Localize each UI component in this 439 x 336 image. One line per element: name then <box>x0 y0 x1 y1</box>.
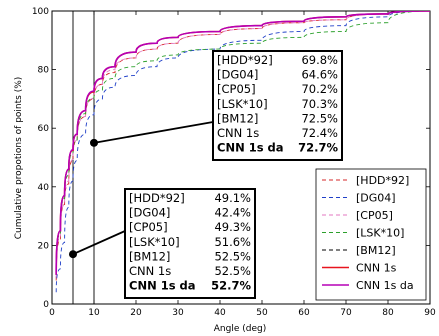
y-tick-label: 80 <box>38 66 50 76</box>
annotation-value: 51.6% <box>214 235 251 249</box>
legend: [HDD*92] [DG04] [CP05] [LSK*10] [BM12] CNN 1s… <box>315 168 427 301</box>
x-tick-label: 70 <box>340 308 352 318</box>
legend-label: [HDD*92] <box>356 174 409 187</box>
annotation-2: [HDD*92] 49.1% [DG04] 42.4% [CP05] 49.3% [LSK*… <box>69 188 256 299</box>
annotation-value: 70.3% <box>301 97 338 111</box>
annotation-label: [HDD*92] <box>217 53 273 67</box>
annotation-marker <box>69 250 77 259</box>
annotation-label: [LSK*10] <box>129 235 180 249</box>
annotation-box <box>212 50 343 161</box>
y-axis-label: Cumulative propotions of points (%) <box>14 77 24 240</box>
annotation-value: 64.6% <box>301 68 338 82</box>
annotation-label: CNN 1s <box>217 126 259 140</box>
annotation-label: CNN 1s da <box>217 141 284 155</box>
annotation-value: 70.2% <box>301 82 338 96</box>
x-tick-label: 10 <box>88 308 100 318</box>
annotation-label: [LSK*10] <box>217 97 268 111</box>
x-ticks: 0 10 20 30 40 50 60 70 80 90 <box>49 11 436 318</box>
annotation-value: 69.8% <box>301 53 338 67</box>
legend-label: CNN 1s da <box>356 279 414 292</box>
annotation-label: CNN 1s <box>129 264 171 278</box>
annotation-label: CNN 1s da <box>129 279 196 293</box>
y-tick-label: 100 <box>32 7 49 17</box>
legend-label: [BM12] <box>356 244 396 257</box>
annotation-value: 72.4% <box>301 126 338 140</box>
series-line-cnn-1s-da <box>55 11 430 275</box>
y-tick-label: 20 <box>38 241 50 251</box>
x-tick-label: 60 <box>298 308 310 318</box>
x-tick-label: 50 <box>256 308 268 318</box>
annotation-value: 52.7% <box>211 279 251 293</box>
x-tick-label: 90 <box>424 308 436 318</box>
annotation-value: 52.5% <box>214 264 251 278</box>
annotation-label: [DG04] <box>217 68 258 82</box>
y-ticks: 0 20 40 60 80 100 <box>32 7 430 310</box>
annotation-value: 49.3% <box>214 220 251 234</box>
annotation-marker <box>90 138 98 147</box>
annotation-label: [BM12] <box>217 111 258 125</box>
x-tick-label: 30 <box>172 308 184 318</box>
x-tick-label: 0 <box>49 308 55 318</box>
annotation-label: [CP05] <box>217 82 256 96</box>
annotation-value: 42.4% <box>214 206 251 220</box>
x-tick-label: 80 <box>382 308 394 318</box>
annotation-label: [HDD*92] <box>129 191 185 205</box>
y-tick-label: 40 <box>38 183 50 193</box>
annotation-connector <box>72 230 126 256</box>
x-axis-label: Angle (deg) <box>214 324 266 334</box>
series-group <box>55 11 430 293</box>
annotation-box <box>124 188 256 299</box>
legend-label: CNN 1s <box>356 262 397 275</box>
legend-box <box>315 168 427 301</box>
annotation-value: 49.1% <box>214 191 251 205</box>
y-tick-label: 60 <box>38 124 50 134</box>
annotation-label: [CP05] <box>129 220 168 234</box>
legend-label: [CP05] <box>356 209 393 222</box>
series-line-hdd-92 <box>55 11 430 281</box>
y-tick-label: 0 <box>43 300 49 310</box>
x-tick-label: 20 <box>130 308 142 318</box>
annotation-connector <box>93 121 214 144</box>
legend-label: [DG04] <box>356 192 396 205</box>
annotation-label: [DG04] <box>129 206 170 220</box>
annotation-value: 72.5% <box>301 111 338 125</box>
annotation-value: 52.5% <box>214 249 251 263</box>
annotation-value: 72.7% <box>298 141 338 155</box>
annotation-label: [BM12] <box>129 249 170 263</box>
x-tick-label: 40 <box>214 308 226 318</box>
legend-label: [LSK*10] <box>356 227 404 240</box>
annotation-1: [HDD*92] 69.8% [DG04] 64.6% [CP05] 70.2% [LSK*… <box>90 50 343 161</box>
series-line-cp05 <box>55 11 430 278</box>
